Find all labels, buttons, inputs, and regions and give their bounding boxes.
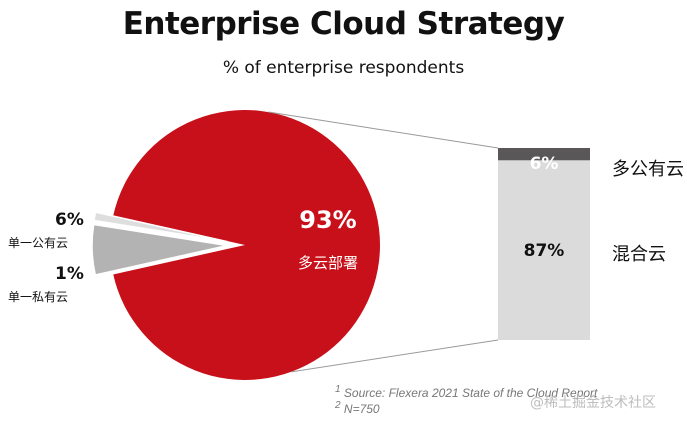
slice-label-private-pct: 1% <box>55 264 84 284</box>
pie-slice-multicloud <box>113 110 381 380</box>
footnote-sample-marker: 2 <box>335 400 341 411</box>
slice-label-public-name: 单一公有云 <box>8 236 69 250</box>
bar-segment-multipublic <box>498 148 590 161</box>
chart-subtitle: % of enterprise respondents <box>222 58 465 78</box>
pie-slice-single-public <box>91 223 228 276</box>
bar-segment-name-hybrid: 混合云 <box>612 244 666 265</box>
slice-label-multicloud-pct: 93% <box>299 206 357 234</box>
chart-title: Enterprise Cloud Strategy <box>122 6 565 42</box>
footnote-sample-text: N=750 <box>343 402 380 416</box>
footnote-sample: 2 N=750 <box>335 400 380 416</box>
slice-label-private-name: 单一私有云 <box>8 290 69 304</box>
pie-slice-single-private <box>93 211 228 243</box>
footnote-source-marker: 1 <box>335 384 341 395</box>
bar-segment-label-hybrid-pct: 87% <box>523 241 565 261</box>
bar-segment-name-multipublic: 多公有云 <box>612 159 684 180</box>
bar-segment-label-multipublic-pct: 6% <box>529 154 559 174</box>
connector-line-top <box>268 111 499 149</box>
slice-label-public-pct: 6% <box>55 210 84 230</box>
bar-segment-hybrid <box>498 160 590 340</box>
slice-label-multicloud-name: 多云部署 <box>297 254 358 272</box>
watermark: @稀土掘金技术社区 <box>530 395 656 411</box>
footnote-source-text: Source: Flexera 2021 State of the Cloud … <box>343 386 598 400</box>
footnote-source: 1 Source: Flexera 2021 State of the Clou… <box>335 384 597 400</box>
connector-line-bottom <box>291 339 499 373</box>
